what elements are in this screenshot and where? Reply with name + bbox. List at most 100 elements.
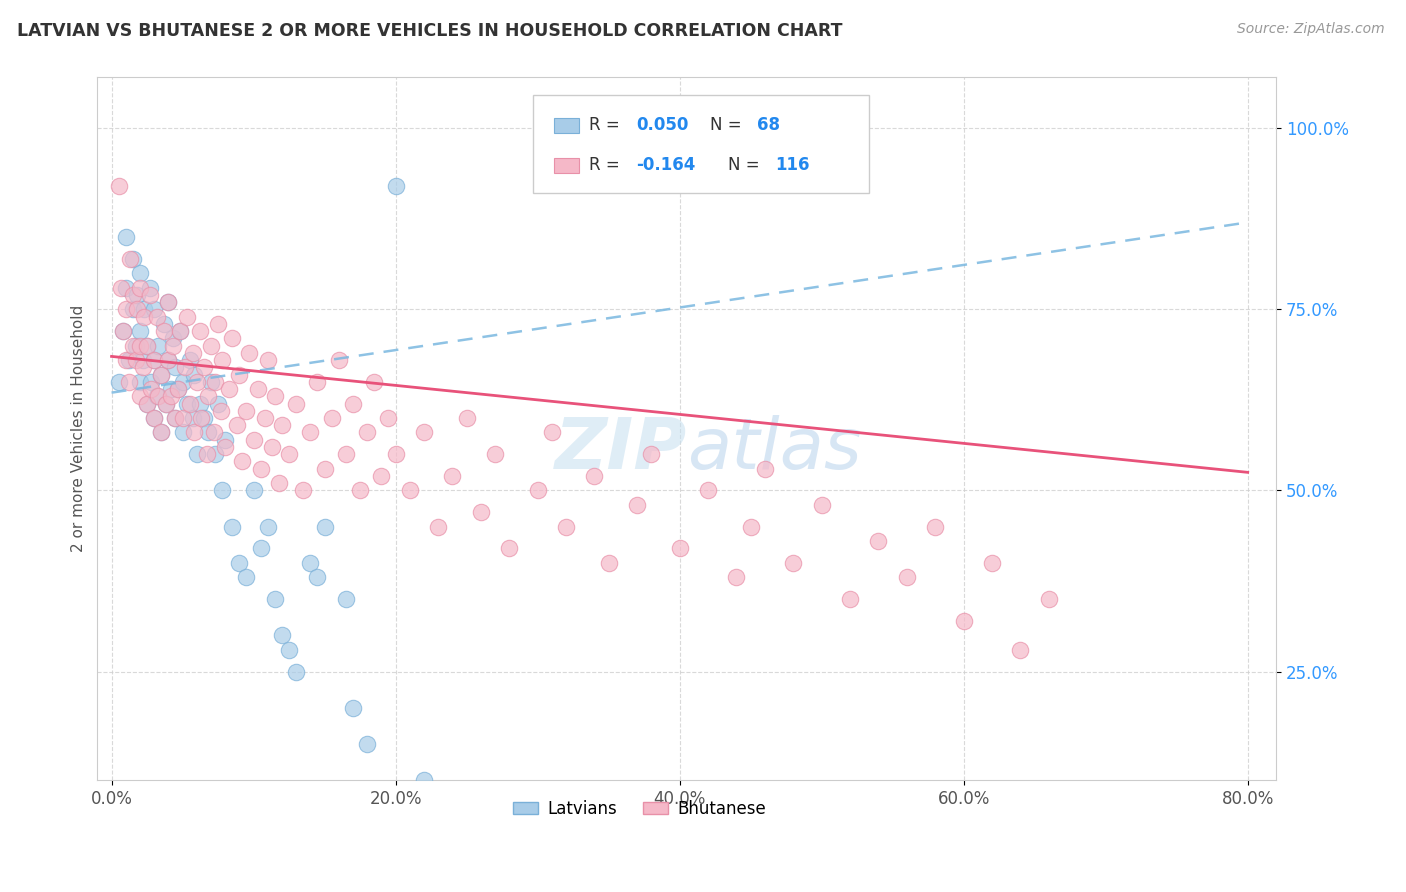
Text: 68: 68 xyxy=(758,116,780,134)
Point xyxy=(839,592,862,607)
Point xyxy=(228,368,250,382)
Point xyxy=(725,570,748,584)
Point xyxy=(150,368,173,382)
Point xyxy=(169,324,191,338)
Point xyxy=(157,295,180,310)
Point xyxy=(200,338,222,352)
Point xyxy=(150,368,173,382)
Y-axis label: 2 or more Vehicles in Household: 2 or more Vehicles in Household xyxy=(72,305,86,552)
Point xyxy=(148,338,170,352)
Point xyxy=(143,302,166,317)
Point xyxy=(155,396,177,410)
Point xyxy=(456,411,478,425)
Point xyxy=(204,375,226,389)
Point xyxy=(668,541,690,556)
Point xyxy=(207,396,229,410)
Point xyxy=(242,433,264,447)
Point xyxy=(413,425,436,440)
Point xyxy=(202,425,225,440)
Point xyxy=(121,302,143,317)
Point xyxy=(114,230,136,244)
Point xyxy=(299,425,322,440)
Text: -0.164: -0.164 xyxy=(636,156,696,174)
Point xyxy=(132,353,155,368)
Point xyxy=(127,288,149,302)
Point xyxy=(292,483,315,498)
Point xyxy=(1010,643,1032,657)
Point xyxy=(235,403,257,417)
Point xyxy=(349,483,371,498)
Point xyxy=(207,317,229,331)
Point xyxy=(132,360,155,375)
Point xyxy=(211,353,233,368)
Point xyxy=(540,425,562,440)
Point xyxy=(153,324,176,338)
Point xyxy=(107,375,129,389)
Point xyxy=(211,483,233,498)
Point xyxy=(214,433,236,447)
Point xyxy=(896,570,918,584)
Text: Source: ZipAtlas.com: Source: ZipAtlas.com xyxy=(1237,22,1385,37)
Point xyxy=(260,440,283,454)
Point xyxy=(125,353,148,368)
Text: 0.050: 0.050 xyxy=(636,116,689,134)
Point xyxy=(165,360,187,375)
Point xyxy=(165,411,187,425)
Point xyxy=(110,280,132,294)
Point xyxy=(157,353,180,368)
Point xyxy=(242,483,264,498)
Point xyxy=(141,382,163,396)
Point xyxy=(195,447,218,461)
Text: R =: R = xyxy=(589,116,624,134)
Point xyxy=(172,375,194,389)
Point xyxy=(526,483,548,498)
Point xyxy=(111,324,134,338)
Point xyxy=(179,353,201,368)
Point xyxy=(256,353,278,368)
Point xyxy=(136,396,159,410)
Point xyxy=(162,331,184,345)
Point xyxy=(1038,592,1060,607)
Point xyxy=(370,469,392,483)
FancyBboxPatch shape xyxy=(554,158,579,173)
Point xyxy=(235,570,257,584)
Point xyxy=(176,396,198,410)
Text: 116: 116 xyxy=(775,156,810,174)
Text: N =: N = xyxy=(728,156,765,174)
Point xyxy=(200,375,222,389)
Point xyxy=(188,324,211,338)
Point xyxy=(143,353,166,368)
Point xyxy=(221,519,243,533)
Point xyxy=(271,418,294,433)
Point xyxy=(129,389,152,403)
Point xyxy=(256,519,278,533)
Point xyxy=(384,447,406,461)
FancyBboxPatch shape xyxy=(554,118,579,133)
Point xyxy=(981,556,1004,570)
Point xyxy=(214,440,236,454)
Point xyxy=(299,556,322,570)
Point xyxy=(555,519,578,533)
Point xyxy=(181,346,204,360)
Point xyxy=(782,556,804,570)
Point xyxy=(167,382,190,396)
Point xyxy=(114,353,136,368)
Point xyxy=(278,447,301,461)
Point xyxy=(253,411,276,425)
Point xyxy=(356,425,378,440)
Point xyxy=(307,375,329,389)
Point xyxy=(139,280,162,294)
FancyBboxPatch shape xyxy=(533,95,869,194)
Point xyxy=(176,310,198,324)
Point xyxy=(157,295,180,310)
Point xyxy=(143,411,166,425)
Point xyxy=(160,382,183,396)
Point xyxy=(209,403,232,417)
Point xyxy=(186,375,208,389)
Point xyxy=(114,302,136,317)
Point xyxy=(172,411,194,425)
Point xyxy=(136,338,159,352)
Point xyxy=(238,346,260,360)
Point xyxy=(398,483,420,498)
Point xyxy=(134,302,156,317)
